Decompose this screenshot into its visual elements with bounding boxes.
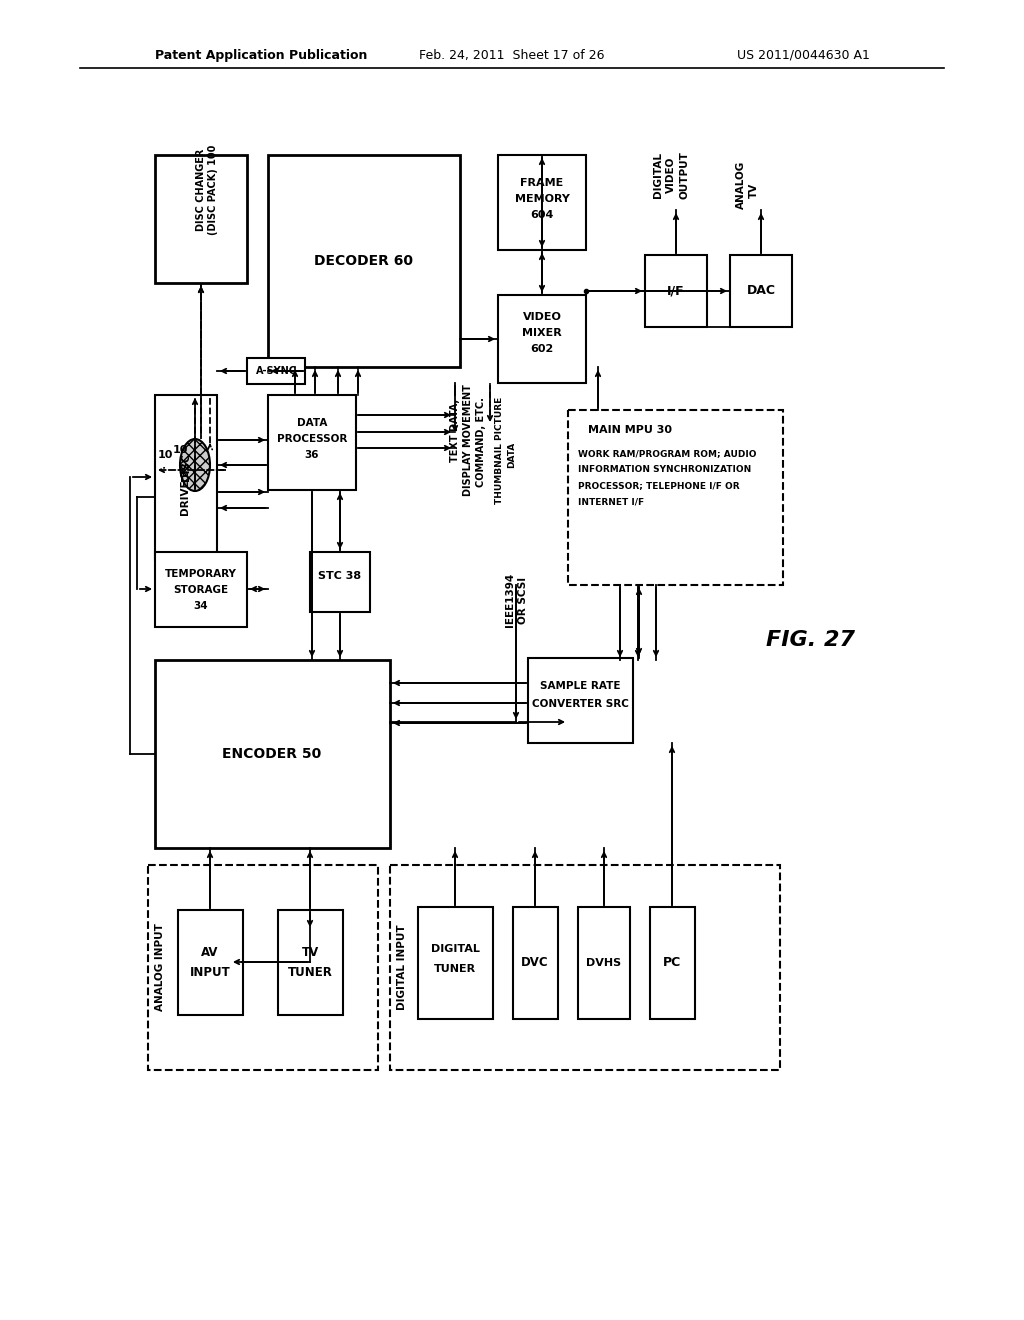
Text: DRIVE 32: DRIVE 32 [181, 462, 191, 516]
Text: DVHS: DVHS [587, 958, 622, 968]
Text: ANALOG: ANALOG [736, 161, 746, 209]
Text: DVC: DVC [521, 957, 549, 969]
Text: TEMPORARY: TEMPORARY [165, 569, 237, 579]
Text: TEXT DATA,: TEXT DATA, [450, 399, 460, 462]
Ellipse shape [180, 440, 210, 491]
Text: DISC: DISC [181, 453, 191, 480]
Text: PC: PC [663, 957, 681, 969]
Text: FRAME: FRAME [520, 178, 563, 187]
Bar [498, 294, 586, 383]
Text: WORK RAM/PROGRAM ROM; AUDIO: WORK RAM/PROGRAM ROM; AUDIO [578, 450, 757, 458]
Bar [730, 255, 792, 327]
Bar [390, 865, 780, 1071]
Text: DISC CHANGER: DISC CHANGER [196, 149, 206, 231]
Text: CONVERTER SRC: CONVERTER SRC [531, 700, 629, 709]
Bar [268, 154, 460, 367]
Text: SAMPLE RATE: SAMPLE RATE [540, 681, 621, 690]
Text: TV: TV [301, 945, 318, 958]
Text: 602: 602 [530, 345, 554, 354]
Text: Patent Application Publication: Patent Application Publication [155, 49, 368, 62]
Text: STC 38: STC 38 [318, 572, 361, 581]
Text: TUNER: TUNER [288, 965, 333, 978]
Text: PROCESSOR; TELEPHONE I/F OR: PROCESSOR; TELEPHONE I/F OR [578, 482, 739, 491]
Text: VIDEO: VIDEO [522, 312, 561, 322]
Bar [278, 909, 343, 1015]
Text: 34: 34 [194, 601, 208, 611]
Text: IEEE1394: IEEE1394 [505, 573, 515, 627]
Bar [268, 395, 356, 490]
Text: OUTPUT: OUTPUT [679, 150, 689, 199]
Text: I/F: I/F [668, 285, 685, 297]
Text: INPUT: INPUT [189, 965, 230, 978]
Bar [155, 660, 390, 847]
Text: FIG. 27: FIG. 27 [766, 630, 854, 649]
Bar [645, 255, 707, 327]
Text: ANALOG INPUT: ANALOG INPUT [155, 923, 165, 1011]
Bar [578, 907, 630, 1019]
Text: US 2011/0044630 A1: US 2011/0044630 A1 [737, 49, 870, 62]
Text: 604: 604 [530, 210, 554, 220]
Bar [310, 552, 370, 612]
Text: Feb. 24, 2011  Sheet 17 of 26: Feb. 24, 2011 Sheet 17 of 26 [419, 49, 605, 62]
Text: 10: 10 [173, 445, 188, 455]
Text: VIDEO: VIDEO [666, 157, 676, 193]
Bar [568, 411, 783, 585]
Text: STORAGE: STORAGE [173, 585, 228, 595]
Text: DISPLAY MOVEMENT: DISPLAY MOVEMENT [463, 384, 473, 496]
Text: TUNER: TUNER [434, 964, 476, 974]
Text: ENCODER 50: ENCODER 50 [222, 747, 322, 762]
Bar [178, 909, 243, 1015]
Bar [513, 907, 558, 1019]
Bar [247, 358, 305, 384]
Bar [418, 907, 493, 1019]
Text: A-SYNC: A-SYNC [256, 366, 297, 376]
Text: MIXER: MIXER [522, 327, 562, 338]
Bar [148, 865, 378, 1071]
Text: DIGITAL: DIGITAL [653, 152, 663, 198]
Text: INTERNET I/F: INTERNET I/F [578, 498, 644, 507]
Bar [528, 657, 633, 743]
Bar [155, 154, 247, 282]
Bar [650, 907, 695, 1019]
Text: AV: AV [202, 945, 219, 958]
Text: THUMBNAIL PICTURE: THUMBNAIL PICTURE [496, 396, 505, 504]
Text: PROCESSOR: PROCESSOR [276, 434, 347, 444]
Text: DECODER 60: DECODER 60 [314, 253, 414, 268]
Text: MAIN MPU 30: MAIN MPU 30 [588, 425, 672, 436]
Text: (DISC PACK) 100: (DISC PACK) 100 [208, 145, 218, 235]
Bar [155, 395, 217, 560]
Text: 36: 36 [305, 450, 319, 459]
Text: INFORMATION SYNCHRONIZATION: INFORMATION SYNCHRONIZATION [578, 466, 752, 474]
Text: COMMAND, ETC.: COMMAND, ETC. [476, 397, 486, 487]
Text: MEMORY: MEMORY [515, 194, 569, 205]
Text: DIGITAL INPUT: DIGITAL INPUT [397, 924, 407, 1010]
Bar [498, 154, 586, 249]
Text: 10: 10 [158, 450, 173, 459]
Text: TV: TV [749, 182, 759, 198]
Text: DAC: DAC [746, 285, 775, 297]
Text: DATA: DATA [297, 418, 328, 428]
Bar [155, 552, 247, 627]
Text: OR SCSI: OR SCSI [518, 577, 528, 623]
Text: DIGITAL: DIGITAL [430, 944, 479, 954]
Text: DATA: DATA [508, 442, 516, 469]
